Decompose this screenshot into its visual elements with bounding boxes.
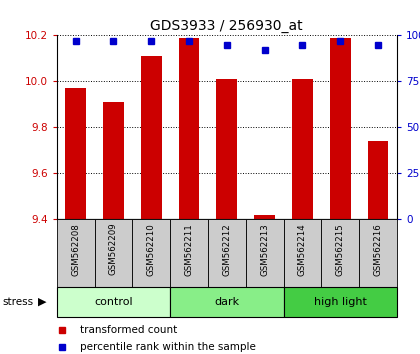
Text: stress: stress [2,297,33,307]
Bar [94,219,132,287]
Bar [170,219,208,287]
Bar [57,219,94,287]
Title: GDS3933 / 256930_at: GDS3933 / 256930_at [150,19,303,33]
Text: GSM562211: GSM562211 [184,223,194,276]
Bar [321,219,359,287]
Text: GSM562212: GSM562212 [222,223,231,276]
Bar [254,215,275,219]
Bar [284,219,321,287]
Bar [57,287,170,317]
Bar [284,287,397,317]
Bar [65,88,86,219]
Bar [330,38,351,219]
Bar [216,79,237,219]
Bar [208,219,246,287]
Text: GSM562213: GSM562213 [260,223,269,276]
Text: transformed count: transformed count [80,325,177,335]
Text: percentile rank within the sample: percentile rank within the sample [80,342,255,352]
Text: GSM562210: GSM562210 [147,223,156,276]
Bar [178,38,200,219]
Bar [170,287,284,317]
Text: control: control [94,297,133,307]
Bar [359,219,397,287]
Text: GSM562208: GSM562208 [71,223,80,276]
Bar [292,79,313,219]
Bar [132,219,170,287]
Text: high light: high light [314,297,367,307]
Text: GSM562214: GSM562214 [298,223,307,276]
Text: dark: dark [214,297,239,307]
Bar [368,141,388,219]
Text: GSM562209: GSM562209 [109,223,118,275]
Bar [103,102,124,219]
Text: GSM562215: GSM562215 [336,223,345,276]
Bar [141,56,162,219]
Bar [246,219,284,287]
Text: GSM562216: GSM562216 [373,223,383,276]
Text: ▶: ▶ [38,297,46,307]
